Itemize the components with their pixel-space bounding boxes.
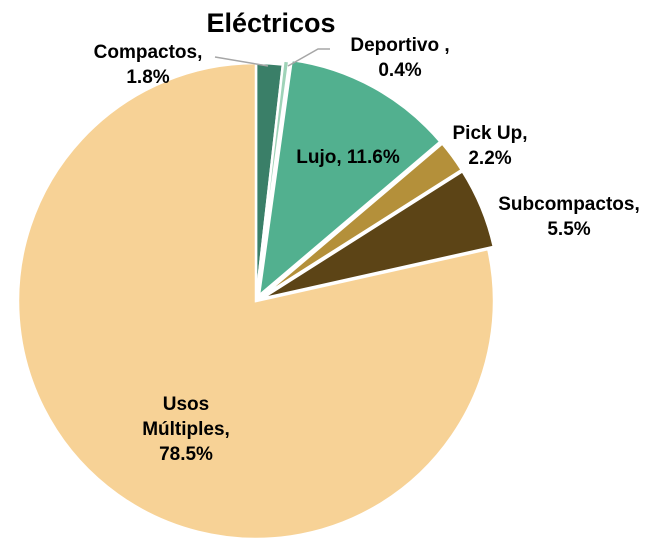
chart-title: Eléctricos (206, 8, 336, 38)
pie-slice-pick-up (260, 141, 464, 299)
leader-line (214, 56, 269, 67)
slice-label-line: Deportivo , (350, 35, 449, 56)
slice-label-line: Subcompactos, (498, 194, 639, 215)
pie-slice-lujo (257, 58, 443, 299)
slice-label-line: 1.8% (126, 67, 169, 88)
slice-label-subcompactos: Subcompactos, 5.5% (498, 194, 639, 240)
slice-label-line: Lujo, 11.6% (296, 147, 400, 168)
slice-label-deportivo: Deportivo , 0.4% (350, 35, 449, 81)
pie-slice-subcompactos (260, 169, 496, 300)
slice-label-pick-up: Pick Up, 2.2% (453, 123, 528, 169)
slice-label-compactos: Compactos, 1.8% (94, 42, 203, 88)
slice-label-lujo: Lujo, 11.6% (296, 147, 400, 168)
slice-label-line: 5.5% (547, 219, 590, 240)
slice-label-line: 0.4% (378, 60, 421, 81)
slice-label-usos-m-ltiples: Usos Múltiples, 78.5% (142, 394, 230, 465)
pie-slice-deportivo (255, 59, 291, 298)
slice-label-line: Múltiples, (142, 419, 230, 440)
slice-label-line: Compactos, (94, 42, 203, 63)
leader-lines (214, 48, 330, 67)
slice-labels: Compactos, 1.8% Deportivo , 0.4% Lujo, 11.6%… (94, 35, 640, 465)
pie-slices (16, 58, 496, 538)
slice-label-line: 2.2% (468, 148, 511, 169)
slice-label-line: Pick Up, (453, 123, 528, 144)
pie-slice-usos-m-ltiples (16, 61, 496, 538)
slice-label-line: Usos (163, 394, 209, 415)
slice-label-line: 78.5% (159, 444, 213, 465)
leader-line (287, 48, 330, 67)
